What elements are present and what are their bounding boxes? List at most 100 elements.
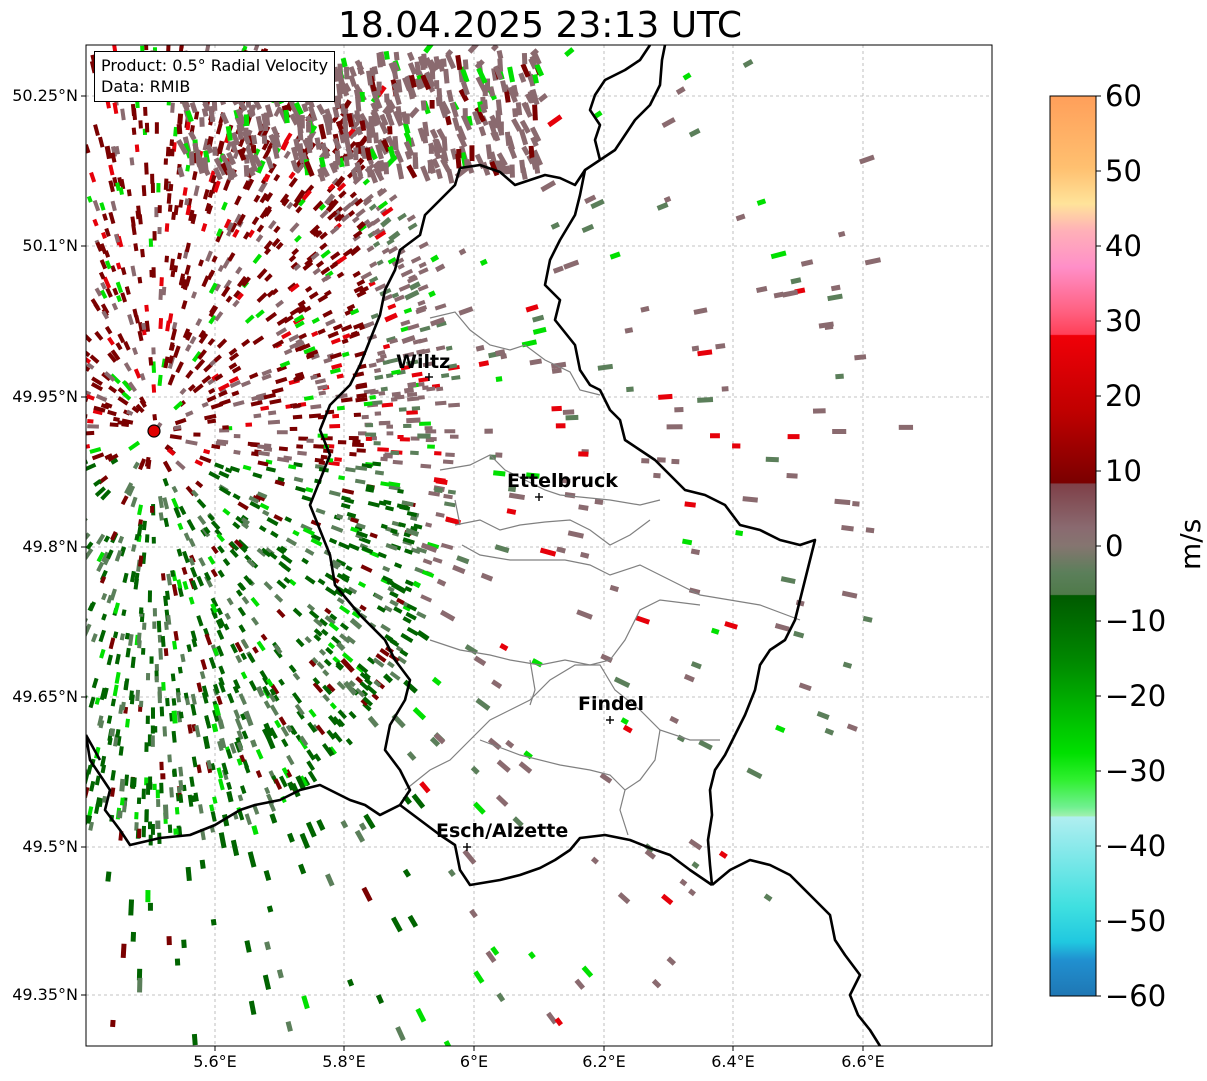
radar-echo-cell: [434, 80, 440, 89]
radar-echo-cell: [262, 685, 271, 697]
radar-echo-cell: [392, 110, 404, 127]
radar-echo-cell: [289, 282, 300, 293]
radar-echo-cell: [314, 230, 323, 239]
radar-echo-cell: [301, 495, 312, 502]
radar-echo-cell: [138, 555, 144, 567]
radar-echo-cell: [94, 287, 103, 297]
radar-echo-cell: [342, 587, 353, 596]
radar-echo-cell: [149, 269, 154, 278]
radar-echo-cell: [86, 532, 91, 541]
radar-echo-cell: [554, 1017, 563, 1027]
radar-echo-cell: [273, 173, 281, 182]
radar-echo-cell: [269, 398, 282, 405]
radar-echo-cell: [314, 378, 327, 385]
radar-echo-cell: [265, 156, 274, 170]
radar-echo-cell: [178, 794, 184, 804]
radar-echo-cell: [287, 282, 297, 291]
radar-echo-cell: [378, 500, 387, 506]
radar-echo-cell: [238, 693, 247, 706]
radar-echo-cell: [137, 276, 143, 284]
radar-echo-cell: [196, 498, 207, 509]
radar-echo-cell: [245, 422, 253, 427]
radar-echo-cell: [86, 547, 94, 560]
radar-echo-cell: [420, 594, 433, 603]
radar-echo-cell: [175, 361, 184, 374]
radar-echo-cell: [150, 173, 155, 184]
radar-echo-cell: [280, 725, 290, 737]
radar-echo-cell: [264, 786, 271, 795]
radar-echo-cell: [304, 160, 315, 177]
radar-echo-cell: [371, 108, 381, 122]
radar-echo-cell: [180, 653, 186, 663]
radar-echo-cell: [168, 183, 174, 192]
radar-echo-cell: [418, 267, 429, 275]
radar-echo-cell: [95, 533, 106, 545]
radar-echo-cell: [323, 357, 333, 364]
radar-echo-cell: [127, 485, 136, 497]
radar-echo-cell: [322, 693, 331, 702]
radar-echo-cell: [530, 156, 539, 170]
radar-echo-cell: [827, 293, 843, 302]
radar-echo-cell: [419, 325, 431, 333]
radar-echo-cell: [145, 672, 151, 681]
radar-echo-cell: [289, 222, 300, 233]
radar-echo-cell: [294, 371, 304, 378]
radar-echo-cell: [150, 707, 156, 719]
radar-echo-cell: [202, 735, 211, 750]
radar-echo-cell: [173, 828, 179, 835]
radar-echo-cell: [263, 722, 274, 738]
radar-echo-cell: [169, 258, 175, 271]
radar-echo-cell: [344, 497, 355, 505]
radar-site-marker: [147, 424, 161, 438]
radar-echo-cell: [386, 579, 394, 586]
radar-echo-cell: [265, 311, 278, 323]
radar-echo-cell: [351, 215, 360, 224]
radar-echo-cell: [99, 575, 107, 584]
radar-echo-cell: [173, 506, 182, 519]
radar-echo-cell: [270, 530, 279, 539]
radar-echo-cell: [336, 182, 347, 192]
radar-echo-cell: [170, 328, 178, 341]
radar-echo-cell: [271, 387, 284, 394]
radar-echo-cell: [389, 638, 400, 648]
radar-echo-cell: [330, 524, 344, 533]
radar-echo-cell: [216, 695, 223, 706]
radar-echo-cell: [121, 379, 133, 392]
radar-echo-cell: [99, 259, 108, 270]
radar-echo-cell: [422, 558, 433, 566]
radar-echo-cell: [846, 723, 858, 732]
radar-echo-cell: [443, 1040, 455, 1046]
radar-echo-cell: [92, 218, 99, 227]
radar-echo-cell: [189, 335, 197, 345]
radar-echo-cell: [108, 180, 115, 193]
radar-echo-cell: [113, 602, 120, 615]
radar-echo-cell: [519, 119, 531, 134]
radar-echo-cell: [166, 615, 172, 625]
radar-echo-cell: [154, 664, 159, 671]
radar-echo-cell: [255, 685, 265, 698]
radar-echo-cell: [208, 314, 217, 325]
radar-echo-cell: [347, 586, 358, 595]
radar-echo-cell: [324, 607, 332, 615]
radar-echo-cell: [268, 162, 277, 174]
canton-boundaries: [404, 311, 801, 836]
radar-echo-cell: [248, 104, 256, 117]
radar-echo-cell: [189, 101, 198, 114]
radar-echo-cell: [710, 627, 720, 635]
radar-echo-cell: [184, 242, 191, 253]
lon-label: 5.8°E: [322, 1052, 366, 1071]
radar-echo-cell: [500, 353, 508, 360]
radar-echo-cell: [487, 119, 498, 136]
radar-echo-cell: [529, 89, 536, 101]
radar-echo-cell: [380, 523, 388, 530]
radar-echo-cell: [329, 367, 341, 375]
radar-echo-cell: [360, 564, 373, 573]
radar-echo-cell: [458, 88, 469, 102]
radar-echo-cell: [241, 338, 251, 347]
radar-echo-cell: [168, 355, 174, 364]
radar-echo-cell: [412, 152, 418, 167]
radar-echo-cell: [156, 799, 161, 807]
radar-echo-cell: [138, 120, 143, 129]
radar-echo-cell: [350, 517, 359, 524]
radar-echo-cell: [234, 213, 242, 224]
